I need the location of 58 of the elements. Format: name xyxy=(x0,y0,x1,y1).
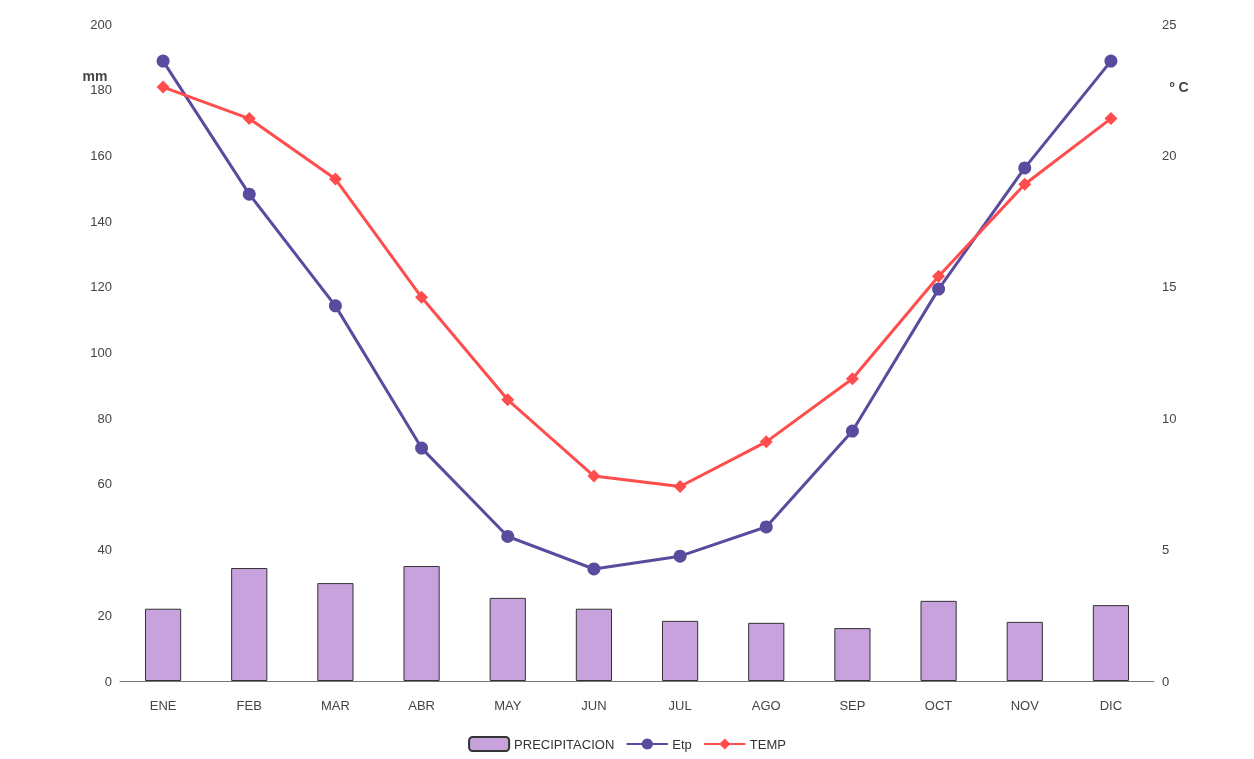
y-tick-label: 60 xyxy=(97,476,112,492)
y-tick-label: 140 xyxy=(90,213,112,229)
point xyxy=(156,80,170,94)
point xyxy=(328,299,342,313)
y-tick-label: 20 xyxy=(97,607,112,623)
x-tick-label: MAR xyxy=(320,698,350,713)
point xyxy=(242,112,256,126)
x-tick-label: SEP xyxy=(839,698,866,713)
x-tick-label: AGO xyxy=(751,698,781,713)
y2-tick-label: 15 xyxy=(1162,279,1177,295)
x-tick-label: MAY xyxy=(494,698,522,713)
y-tick-label: 200 xyxy=(90,16,112,32)
y-tick-label: 80 xyxy=(97,410,112,426)
x-tick-label: JUL xyxy=(668,698,692,713)
point xyxy=(845,372,859,386)
legend-label: Etp xyxy=(672,736,692,752)
y-tick-label: 40 xyxy=(97,542,112,558)
x-tick-label: OCT xyxy=(924,698,953,713)
point xyxy=(673,480,687,494)
x-tick-label: ABR xyxy=(408,698,435,713)
legend-label: TEMP xyxy=(749,736,786,752)
point xyxy=(415,290,429,304)
y2-tick-label: 0 xyxy=(1162,673,1170,689)
point xyxy=(328,172,342,186)
point xyxy=(242,187,256,201)
point xyxy=(845,424,859,438)
point xyxy=(1018,177,1032,191)
y2-tick-label: 10 xyxy=(1162,410,1177,426)
point xyxy=(759,520,773,534)
point xyxy=(415,441,429,455)
point xyxy=(1104,112,1118,126)
point xyxy=(1104,54,1118,68)
x-tick-label: JUN xyxy=(581,698,607,713)
x-tick-label: NOV xyxy=(1010,698,1040,713)
y-tick-label: 120 xyxy=(90,279,112,295)
y2-tick-label: 5 xyxy=(1162,542,1170,558)
x-tick-label: ENE xyxy=(149,698,177,713)
point xyxy=(932,282,946,296)
y-axis-title: mm xyxy=(82,68,108,85)
point xyxy=(673,549,687,563)
x-tick-label: DIC xyxy=(1099,698,1123,713)
y-tick-label: 100 xyxy=(90,345,112,360)
point xyxy=(1018,161,1032,175)
point xyxy=(759,435,773,449)
y2-tick-label: 25 xyxy=(1162,16,1177,32)
y-tick-label: 0 xyxy=(104,673,112,689)
point xyxy=(932,269,946,283)
y-tick-label: 180 xyxy=(90,82,112,98)
point xyxy=(587,469,601,483)
point xyxy=(501,529,515,543)
y2-tick-label: 20 xyxy=(1162,147,1177,163)
x-tick-label: FEB xyxy=(236,698,262,713)
point xyxy=(587,562,601,576)
legend-label: PRECIPITACION xyxy=(514,736,615,752)
y2-axis-title: º C xyxy=(1169,79,1189,95)
point xyxy=(501,393,515,407)
point xyxy=(156,54,170,68)
y-tick-label: 160 xyxy=(90,147,112,163)
